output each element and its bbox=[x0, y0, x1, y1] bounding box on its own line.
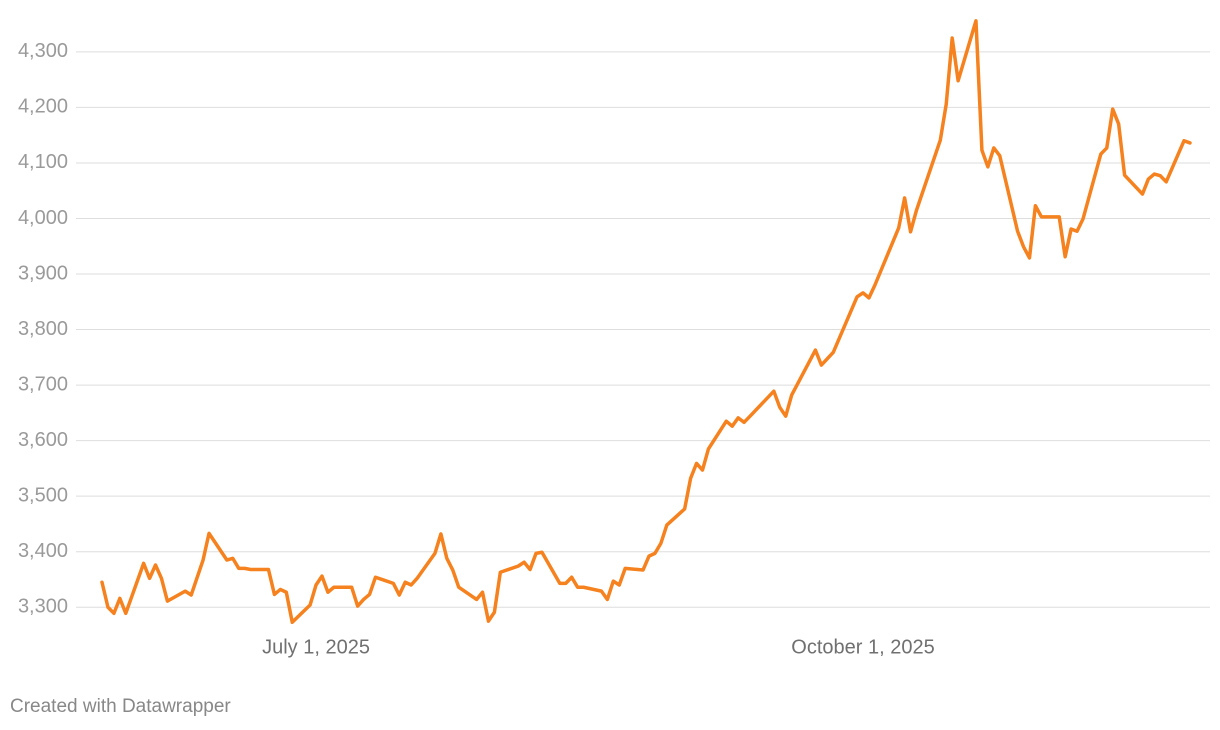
y-tick-label: 3,500 bbox=[18, 484, 68, 506]
y-tick-label: 3,600 bbox=[18, 429, 68, 451]
y-tick-label: 4,100 bbox=[18, 151, 68, 173]
y-tick-label: 3,300 bbox=[18, 596, 68, 618]
credit: Created with Datawrapper bbox=[10, 696, 231, 717]
y-tick-label: 3,900 bbox=[18, 262, 68, 284]
y-tick-label: 3,700 bbox=[18, 373, 68, 395]
y-tick-label: 3,400 bbox=[18, 540, 68, 562]
y-tick-label: 3,800 bbox=[18, 318, 68, 340]
price-line bbox=[100, 19, 1192, 624]
y-tick-label: 4,300 bbox=[18, 40, 68, 62]
y-tick-label: 4,200 bbox=[18, 96, 68, 118]
x-tick-label: October 1, 2025 bbox=[791, 636, 934, 658]
x-tick-label: July 1, 2025 bbox=[262, 636, 370, 658]
y-tick-label: 4,000 bbox=[18, 207, 68, 229]
